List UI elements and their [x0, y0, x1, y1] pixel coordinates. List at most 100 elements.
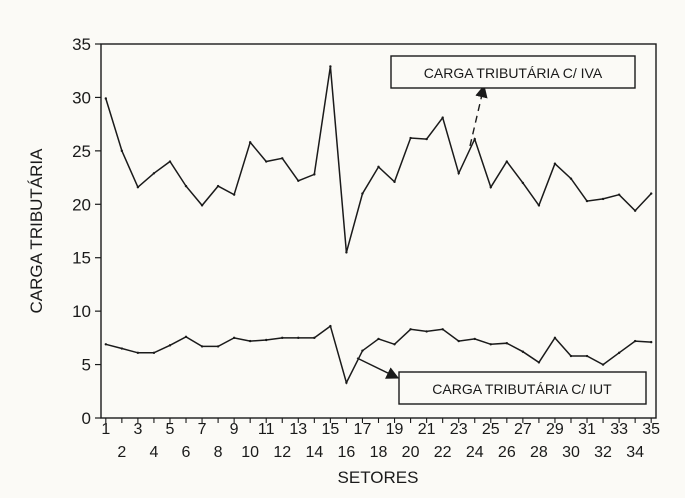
series-layer	[104, 65, 653, 385]
x-tick-label: 4	[149, 444, 158, 461]
data-point	[184, 335, 188, 338]
data-point	[393, 180, 396, 184]
x-tick-label: 23	[450, 421, 468, 438]
x-tick-label: 5	[166, 421, 175, 438]
y-tick-label: 15	[72, 249, 91, 268]
x-tick-label: 12	[273, 444, 291, 461]
y-axis-title: CARGA TRIBUTÁRIA	[27, 148, 46, 314]
data-point	[345, 251, 348, 254]
data-point	[216, 184, 220, 188]
plot-frame	[100, 43, 657, 419]
data-point	[441, 328, 444, 331]
data-point	[569, 354, 573, 358]
data-point	[473, 137, 476, 141]
y-tick-label: 5	[82, 356, 91, 375]
x-tick-label: 17	[354, 421, 372, 438]
x-tick-label: 29	[546, 421, 564, 438]
data-point	[441, 116, 444, 119]
x-tick-label: 14	[305, 444, 323, 461]
data-point	[601, 197, 605, 201]
data-point	[297, 336, 300, 340]
y-tick-label: 25	[72, 142, 91, 161]
x-tick-label: 31	[578, 421, 596, 438]
x-tick-label: 15	[321, 421, 339, 438]
x-axis-title: SETORES	[338, 468, 419, 487]
x-tick-label: 35	[642, 421, 660, 438]
data-point	[281, 157, 284, 160]
x-tick-label: 34	[626, 444, 644, 461]
data-point	[521, 350, 525, 353]
data-point	[184, 184, 188, 188]
data-point	[505, 342, 509, 345]
x-tick-label: 8	[214, 444, 223, 461]
x-tick-label: 18	[370, 444, 388, 461]
data-point	[377, 165, 380, 169]
y-tick-label: 35	[72, 35, 91, 54]
y-tick-label: 30	[72, 88, 91, 107]
data-point	[200, 345, 204, 348]
data-point	[136, 185, 140, 189]
x-tick-label: 22	[434, 444, 452, 461]
data-point	[297, 179, 300, 182]
data-point	[489, 343, 492, 346]
x-tick-label: 33	[610, 421, 628, 438]
data-point	[553, 336, 557, 340]
data-point	[168, 160, 172, 163]
y-tick-label: 0	[82, 409, 91, 428]
callout-box-iva	[390, 55, 636, 89]
data-point	[104, 97, 108, 100]
data-point	[649, 192, 653, 195]
callout-arrow-iut	[356, 357, 400, 379]
x-tick-label: 11	[258, 421, 275, 438]
x-tick-label: 30	[562, 444, 580, 461]
data-point	[617, 193, 621, 196]
data-point	[329, 324, 332, 328]
data-point	[361, 349, 364, 352]
data-point	[473, 337, 476, 341]
x-tick-label: 28	[530, 444, 548, 461]
x-tick-label: 9	[230, 421, 239, 438]
data-point	[377, 337, 380, 341]
data-point	[136, 351, 140, 355]
data-point	[585, 354, 589, 358]
y-tick-label: 20	[72, 195, 91, 214]
data-point	[585, 199, 589, 203]
x-tick-label: 3	[133, 421, 142, 438]
data-point	[216, 345, 220, 348]
data-point	[232, 336, 236, 340]
x-tick-label: 6	[182, 444, 191, 461]
data-point	[537, 361, 541, 364]
x-tick-label: 26	[498, 444, 516, 461]
x-tick-label: 13	[289, 421, 307, 438]
data-point	[617, 351, 621, 355]
data-point	[200, 204, 204, 207]
y-axis: 0 5 10 15 20 25 30 35	[72, 35, 101, 428]
x-tick-label: 10	[241, 444, 259, 461]
data-point	[265, 160, 268, 163]
data-point	[633, 339, 637, 343]
x-axis: 1234567891011121314151617181920212223242…	[101, 418, 660, 461]
data-point	[393, 343, 396, 346]
data-point	[168, 344, 172, 347]
x-tick-label: 27	[514, 421, 532, 438]
data-point	[248, 141, 252, 144]
data-point	[120, 347, 124, 350]
data-point	[569, 177, 573, 180]
data-point	[313, 173, 316, 176]
callout-layer: CARGA TRIBUTÁRIA C/ IVA CARGA TRIBUTÁRIA …	[356, 55, 647, 405]
x-tick-label: 7	[198, 421, 207, 438]
data-point	[425, 137, 428, 141]
callout-arrow-iva	[469, 84, 488, 147]
data-point	[232, 193, 236, 196]
x-tick-label: 25	[482, 421, 500, 438]
x-tick-label: 24	[466, 444, 484, 461]
data-point	[505, 160, 509, 163]
data-point	[521, 181, 525, 185]
data-point	[553, 162, 557, 165]
data-point	[601, 363, 605, 366]
x-tick-label: 16	[338, 444, 356, 461]
data-point	[265, 338, 268, 342]
data-point	[361, 192, 364, 195]
series-line-iva	[105, 66, 652, 253]
